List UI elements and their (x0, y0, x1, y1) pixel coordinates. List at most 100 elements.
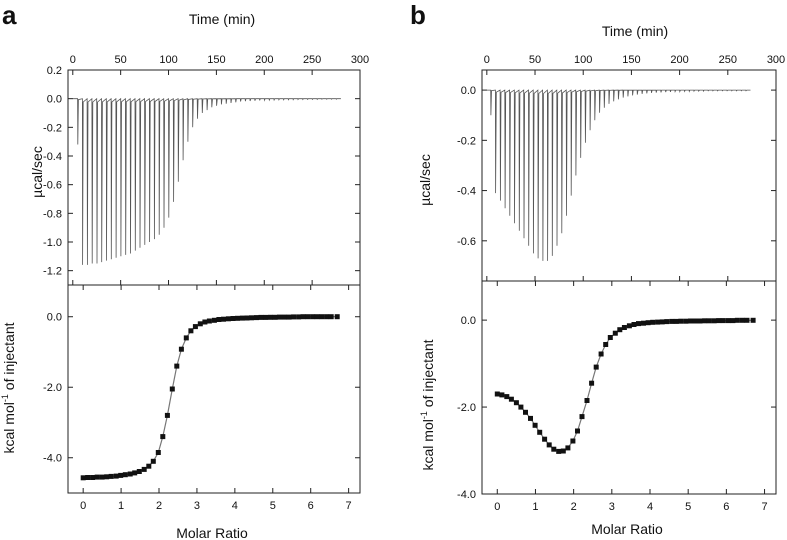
panel-a-isotherm-data-point (183, 335, 189, 341)
panel-a-thermogram-xtick-label: 50 (115, 54, 127, 66)
panel-a-isotherm-data-point (314, 314, 320, 320)
panel-a-isotherm-data-point (99, 474, 105, 480)
panel-b-thermogram-ytick-label: -0.4 (457, 186, 476, 198)
panel-a-isotherm-data-point (221, 316, 226, 322)
panel-a-isotherm-data-point (296, 314, 302, 320)
panel-b-isotherm-ytick-label: -2.0 (457, 402, 476, 414)
panel-b-heat-ylabel-sup: -1 (419, 411, 429, 419)
panel-a-isotherm-data-point (113, 473, 119, 479)
panel-a-isotherm-xtick-label: 0 (80, 500, 86, 512)
panel-b-isotherm-data-point (556, 448, 562, 454)
panel-b-isotherm-data-point (692, 318, 698, 324)
panel-a-label: a (2, 0, 17, 30)
panel-b-binding-isotherm-plot: 0 1 2 3 4 5 6 7 0.0 -2.0 -4.0 (457, 280, 777, 513)
panel-b-isotherm-data-point (626, 323, 632, 329)
panel-b-thermogram-trace-line (486, 89, 751, 261)
panel-b-isotherm-data-point (598, 351, 604, 357)
panel-a-isotherm-data-point (225, 316, 231, 322)
panel-b-isotherm-xtick-label: 6 (723, 501, 729, 513)
panel-b-isotherm-data-point (528, 415, 533, 421)
panel-b-isotherm-data-point (673, 318, 679, 324)
panel-a-isotherm-data-point (300, 314, 306, 320)
panel-b-isotherm-data-point (584, 398, 590, 403)
panel-a-isotherm-data-point (291, 314, 297, 320)
panel-b-isotherm-data-point (631, 322, 637, 327)
panel-a-isotherm-xtick-label: 1 (118, 500, 124, 512)
panel-b-isotherm-data-point (537, 429, 543, 435)
panel-a-raw-ylabel: µcal/sec (29, 146, 45, 198)
panel-b-isotherm-ytick-label: 0.0 (461, 315, 476, 327)
panel-a-heat-ylabel: kcal mol-1 of injectant (0, 322, 17, 453)
panel-b-thermogram-xtick-label: 150 (622, 54, 640, 66)
panel-a-thermogram-trace-line (72, 97, 341, 265)
panel-a-isotherm-data-point (324, 314, 330, 320)
panel-a-thermogram-ytick-label: -0.2 (43, 122, 62, 134)
panel-a-molar-axis-title: Molar Ratio (176, 525, 248, 540)
panel-b-isotherm-data-point (532, 422, 538, 428)
panel-a-isotherm-data-point (132, 470, 138, 476)
panel-b-isotherm-data-point (655, 319, 661, 325)
panel-b-molar-axis-title: Molar Ratio (591, 521, 663, 537)
panel-a-thermogram-ytick-label: -0.6 (43, 180, 62, 192)
panel-a-isotherm-data-point (305, 314, 311, 320)
panel-b-isotherm-data-point (739, 317, 745, 323)
panel-a-isotherm-data-point (216, 317, 222, 322)
panel-b-isotherm-data-point (650, 319, 656, 325)
panel-b-isotherm-data-point (551, 446, 557, 452)
panel-a-isotherm-data-point (178, 346, 184, 352)
panel-b-isotherm-data-point (570, 438, 576, 444)
panel-a-isotherm-data-point (136, 469, 142, 474)
panel-b-isotherm-data-point (513, 400, 519, 406)
panel-b-isotherm-xtick-label: 5 (685, 501, 691, 513)
panel-b-isotherm-data-point (659, 319, 665, 325)
panel-b-heat-ylabel-rest: of injectant (420, 339, 436, 411)
panel-b-isotherm-data-point (518, 404, 524, 410)
panel-a-isotherm-xtick-label: 2 (156, 500, 162, 512)
panel-b-isotherm-data-point (744, 317, 750, 323)
panel-a-isotherm-data-point (268, 314, 273, 320)
panel-b-isotherm-data-point (508, 396, 514, 402)
panel-a-isotherm-data-point (197, 321, 203, 327)
panel-a-isotherm-data-point (286, 314, 292, 320)
panel-a-isotherm-data-point (164, 412, 170, 418)
panel-b-isotherm-data-point (546, 442, 552, 448)
panel-a-isotherm-data-point (206, 318, 212, 324)
panel-b-isotherm-data-point (711, 318, 717, 324)
panel-a-isotherm-xtick-label: 5 (270, 500, 276, 512)
panel-b-isotherm-data-point (593, 364, 599, 370)
panel-b-heat-ylabel: kcal mol-1 of injectant (419, 339, 436, 470)
panel-b-thermogram-frame (481, 69, 777, 282)
panel-b-label: b (410, 0, 426, 30)
panel-b-thermogram-xtick-label: 50 (529, 54, 541, 66)
panel-a-isotherm-data-point (272, 314, 278, 320)
panel-a-heat-ylabel-main: kcal mol (1, 402, 17, 453)
panel-b-isotherm-data-point (579, 414, 585, 420)
panel-b-isotherm-data-point (589, 380, 595, 386)
panel-b-isotherm-data-point (688, 318, 693, 324)
panel-a-thermogram-xtick-label: 300 (351, 54, 369, 66)
panel-a-isotherm-ytick-label: 0.0 (47, 312, 62, 324)
panel-b-thermogram-xtick-label: 100 (574, 54, 592, 66)
panel-a-isotherm-data-point (244, 315, 250, 321)
panel-a-isotherm-data-point (202, 319, 208, 325)
panel-b-thermogram-xtick-label: 300 (767, 54, 785, 66)
panel-a-thermogram-xtick-label: 250 (303, 54, 321, 66)
panel-b-isotherm-data-point (575, 428, 580, 434)
panel-a-isotherm-frame (67, 284, 361, 494)
panel-a-isotherm-data-point (155, 450, 161, 455)
panel-b-thermogram-plot: 0 50 100 150 200 250 300 0.0 -0.2 -0.4 -0.6 (457, 54, 785, 282)
panel-a-isotherm-data-point (249, 315, 254, 321)
panel-a-isotherm-data-point (334, 314, 340, 320)
panel-a-isotherm-data-point (150, 458, 156, 464)
panel-a-isotherm-data-point (94, 474, 100, 480)
panel-a-thermogram-ytick-label: -1.0 (43, 237, 62, 249)
panel-b-isotherm-data-point (664, 319, 670, 325)
panel-b-isotherm-data-point (720, 318, 726, 324)
panel-a-isotherm-xtick-label: 3 (194, 500, 200, 512)
panel-a-isotherm-data-point (328, 314, 334, 320)
panel-a-isotherm-data-point (235, 315, 240, 321)
panel-a-isotherm-data-point (127, 471, 133, 477)
panel-a-isotherm-data-point (118, 472, 124, 478)
panel-a-isotherm-data-point (188, 328, 194, 334)
